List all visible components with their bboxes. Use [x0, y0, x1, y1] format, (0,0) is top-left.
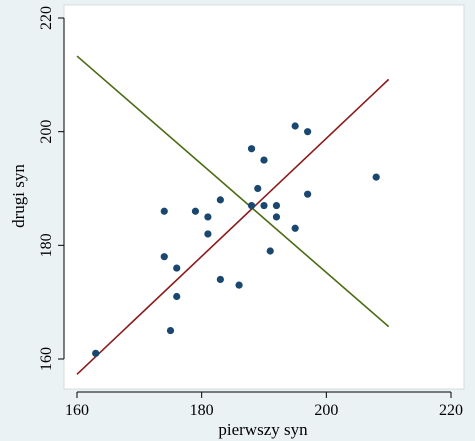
- scatter-point: [204, 213, 212, 221]
- y-axis-title: drugi syn: [9, 164, 28, 228]
- x-tick-label: 220: [439, 402, 463, 419]
- x-tick-label: 200: [314, 402, 338, 419]
- scatter-point: [254, 184, 262, 193]
- axes: 160 180 200 220 160 180 200 220: [38, 6, 463, 419]
- scatter-point: [291, 122, 299, 130]
- scatter-point: [166, 326, 175, 335]
- y-tick-label: 220: [38, 6, 55, 30]
- regression-line-falling: [76, 55, 390, 328]
- y-tick-label: 160: [38, 347, 55, 371]
- x-tick-label: 180: [190, 402, 214, 419]
- scatter-point: [235, 281, 243, 289]
- scatter-point: [160, 253, 168, 261]
- scatter-point: [173, 292, 181, 301]
- scatter-point: [260, 156, 268, 164]
- scatter-point: [247, 145, 256, 153]
- scatter-point: [173, 264, 181, 272]
- scatter-point: [92, 349, 100, 357]
- scatter-point: [272, 201, 281, 210]
- x-tick-label: 160: [65, 402, 89, 419]
- scatter-point: [291, 224, 299, 232]
- scatter-point: [247, 201, 256, 210]
- fit-lines: [76, 55, 390, 375]
- scatter-point: [216, 196, 224, 204]
- data-points: [92, 122, 380, 357]
- x-axis-title: pierwszy syn: [218, 420, 308, 439]
- scatter-point: [160, 207, 168, 215]
- scatter-point: [266, 247, 274, 255]
- scatter-point: [304, 128, 312, 136]
- scatter-point: [216, 275, 224, 284]
- y-tick-label: 200: [38, 120, 55, 144]
- scatter-point: [204, 230, 212, 238]
- y-tick-label: 180: [38, 233, 55, 257]
- regression-line-rising: [76, 78, 390, 375]
- scatter-point: [372, 173, 380, 181]
- scatter-point: [272, 213, 281, 221]
- scatter-point: [191, 207, 200, 215]
- scatter-point: [260, 201, 268, 210]
- scatter-point: [304, 190, 312, 198]
